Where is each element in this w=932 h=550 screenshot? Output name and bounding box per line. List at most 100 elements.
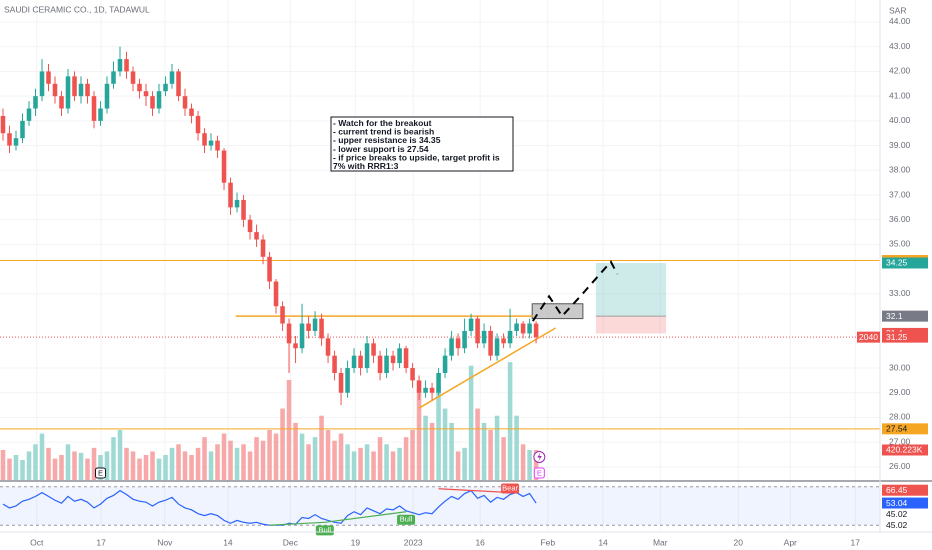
y-tick-label: 41.00 xyxy=(889,90,911,100)
volume-label: 420.223K xyxy=(886,445,923,455)
candle-body xyxy=(332,355,337,373)
candle-body xyxy=(325,338,331,356)
volume-bar xyxy=(384,444,389,480)
note-line: - upper resistance is 34.35 xyxy=(333,135,441,145)
price-label: 32.1 xyxy=(886,311,903,321)
volume-bar xyxy=(338,433,344,480)
candle-body xyxy=(176,71,181,97)
x-tick-label: Dec xyxy=(283,537,299,547)
volume-bar xyxy=(78,452,84,480)
candle-body xyxy=(228,182,233,208)
volume-bar xyxy=(46,447,51,480)
candle-body xyxy=(13,138,19,146)
candle-body xyxy=(306,323,311,331)
candles xyxy=(0,46,539,406)
candle-body xyxy=(520,323,526,334)
candle-body xyxy=(150,96,155,109)
volume-bar xyxy=(208,451,214,480)
volume xyxy=(0,362,539,480)
event-marker xyxy=(533,467,545,479)
candle-body xyxy=(338,372,344,393)
candle-body xyxy=(33,96,38,109)
volume-bar xyxy=(65,444,71,480)
price-label: 27.54 xyxy=(886,424,908,434)
candle-body xyxy=(449,338,454,356)
volume-bar xyxy=(488,430,493,480)
note-line: - Watch for the breakout xyxy=(333,118,432,128)
price-label-box xyxy=(882,310,928,322)
volume-bar xyxy=(59,455,64,480)
candle-body xyxy=(195,115,201,134)
volume-bar xyxy=(247,451,253,480)
rsi-label: 53.04 xyxy=(886,498,908,508)
note-line: 7% with RRR1:3 xyxy=(333,161,399,171)
volume-bar xyxy=(143,455,149,480)
candle-body xyxy=(280,306,285,324)
candle-body xyxy=(234,199,240,208)
x-tick-label: 2023 xyxy=(404,537,423,547)
volume-bar xyxy=(189,455,194,480)
y-tick-label: 39.00 xyxy=(889,140,911,150)
volume-bar xyxy=(254,437,259,480)
candle-body xyxy=(39,71,45,97)
breakout-zone xyxy=(531,303,584,320)
candle-body xyxy=(156,91,162,109)
candle-body xyxy=(410,368,415,381)
volume-bar xyxy=(234,447,240,480)
candle-body xyxy=(527,323,532,334)
volume-bar xyxy=(475,408,480,480)
volume-bar xyxy=(0,450,6,480)
volume-bar xyxy=(169,447,175,480)
y-tick-label: 33.00 xyxy=(889,288,911,298)
divergence-label: Bull xyxy=(400,515,413,524)
candle-body xyxy=(416,380,422,393)
candle-body xyxy=(247,219,253,233)
volume-bar xyxy=(436,387,441,480)
x-tick-label: Mar xyxy=(653,537,668,547)
y-tick-label: 37.00 xyxy=(889,189,911,199)
price-label-box xyxy=(882,257,928,269)
divergence-line xyxy=(324,511,407,523)
volume-bar xyxy=(267,430,272,480)
volume-bar xyxy=(390,451,396,480)
volume-bar xyxy=(26,451,32,480)
volume-bar xyxy=(429,422,435,480)
volume-bar xyxy=(228,440,233,480)
volume-bar xyxy=(449,422,454,480)
volume-bar xyxy=(85,458,90,480)
x-tick-label: Feb xyxy=(540,537,555,547)
candle-body xyxy=(124,59,129,72)
candle-body xyxy=(286,323,292,344)
x-tick-label: Nov xyxy=(157,537,173,547)
candle-body xyxy=(91,96,97,121)
candle-body xyxy=(364,343,370,369)
trend-line xyxy=(418,327,556,409)
volume-bar xyxy=(442,408,448,480)
candle-body xyxy=(59,96,64,109)
volume-bar xyxy=(416,390,422,480)
candle-body xyxy=(254,232,259,240)
divergence-line xyxy=(438,488,511,494)
volume-bar xyxy=(156,458,162,480)
candle-body xyxy=(117,59,123,72)
event-label: E xyxy=(537,468,542,477)
y-tick-label: 40.00 xyxy=(889,115,911,125)
candle-body xyxy=(436,372,441,393)
candle-body xyxy=(215,140,220,151)
volume-bar xyxy=(319,415,324,480)
candle-body xyxy=(390,355,396,364)
candle-body xyxy=(501,338,506,344)
rsi-pane: Bull Bull Bear xyxy=(0,484,880,536)
candle-body xyxy=(423,387,428,393)
event-marker xyxy=(95,467,107,479)
y-tick-label: 29.00 xyxy=(889,387,911,397)
volume-bar xyxy=(423,415,428,480)
rsi-label-box xyxy=(882,497,928,509)
drawings: E E - Watch for the breakout- current tren… xyxy=(0,116,880,479)
volume-bar xyxy=(332,440,337,480)
volume-bar xyxy=(494,415,500,480)
candle-body xyxy=(358,355,363,369)
volume-bar xyxy=(163,455,168,480)
